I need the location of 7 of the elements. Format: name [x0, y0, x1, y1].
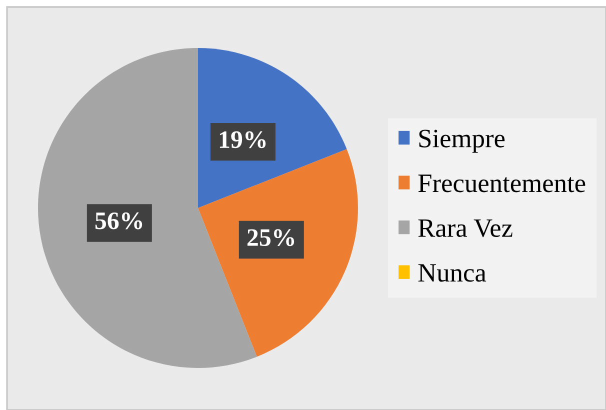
data-label: 19%	[220, 131, 266, 148]
data-label: 56%	[95, 212, 142, 230]
data-label: 25%	[247, 229, 294, 246]
legend-label: Frecuentemente	[418, 174, 586, 192]
legend-label: Nunca	[418, 264, 486, 282]
legend-label: Rara Vez	[418, 219, 512, 238]
legend-label: Siempre	[419, 130, 505, 153]
